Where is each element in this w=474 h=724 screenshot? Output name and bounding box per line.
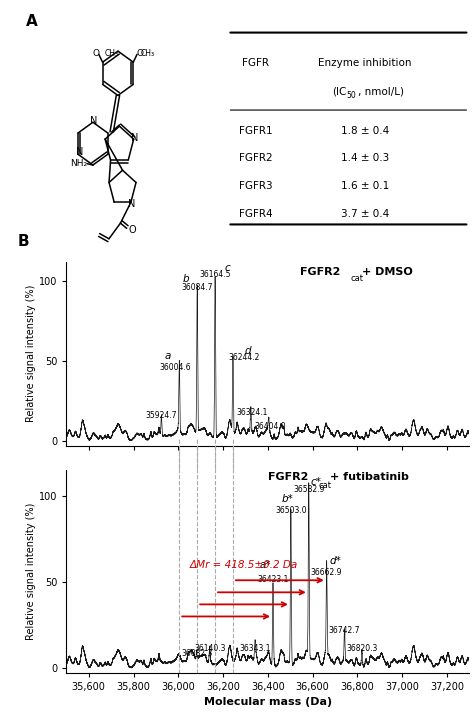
Text: a*: a* xyxy=(260,560,272,570)
Text: 35924.7: 35924.7 xyxy=(146,411,177,420)
Text: 1.6 ± 0.1: 1.6 ± 0.1 xyxy=(341,181,389,191)
Text: B: B xyxy=(18,234,30,249)
Text: 36662.9: 36662.9 xyxy=(311,568,342,577)
Text: FGFR4: FGFR4 xyxy=(239,209,273,219)
Text: 1.4 ± 0.3: 1.4 ± 0.3 xyxy=(341,153,389,164)
Text: O: O xyxy=(137,49,144,57)
Text: CH₃: CH₃ xyxy=(105,49,119,57)
Text: d: d xyxy=(244,346,251,356)
Text: N: N xyxy=(128,198,136,209)
Text: ΔMr = 418.5±0.2 Da: ΔMr = 418.5±0.2 Da xyxy=(190,560,298,570)
Text: 36582.9: 36582.9 xyxy=(293,485,324,494)
Text: FGFR2: FGFR2 xyxy=(268,472,308,482)
Text: + futibatinib: + futibatinib xyxy=(330,472,409,482)
X-axis label: Molecular mass (Da): Molecular mass (Da) xyxy=(204,696,332,707)
Text: Enzyme inhibition: Enzyme inhibition xyxy=(318,58,412,68)
Text: FGFR: FGFR xyxy=(243,58,269,68)
Text: CH₃: CH₃ xyxy=(141,49,155,57)
Text: 36343.1: 36343.1 xyxy=(239,644,271,652)
Text: O: O xyxy=(92,49,100,57)
Text: c: c xyxy=(225,263,230,273)
Text: , nmol/L): , nmol/L) xyxy=(358,87,404,97)
Text: 36503.0: 36503.0 xyxy=(275,506,307,515)
Text: O: O xyxy=(129,224,137,235)
Text: cat: cat xyxy=(350,274,364,284)
Text: 36244.2: 36244.2 xyxy=(228,353,260,363)
Text: A: A xyxy=(26,14,38,30)
Text: 36084.7: 36084.7 xyxy=(182,283,213,292)
Text: a: a xyxy=(165,351,171,361)
Text: 50: 50 xyxy=(346,90,356,99)
Text: 36423.1: 36423.1 xyxy=(257,575,289,584)
Text: 36140.3: 36140.3 xyxy=(194,644,226,652)
Text: b: b xyxy=(183,274,189,284)
Text: 36082.3: 36082.3 xyxy=(181,649,212,658)
Y-axis label: Relative signal intensity (%): Relative signal intensity (%) xyxy=(26,285,36,422)
Text: + DMSO: + DMSO xyxy=(363,267,413,277)
Text: 36164.5: 36164.5 xyxy=(200,270,231,279)
Text: N: N xyxy=(76,147,84,157)
Text: N: N xyxy=(131,132,138,143)
Text: 36324.1: 36324.1 xyxy=(236,408,268,417)
Text: FGFR3: FGFR3 xyxy=(239,181,273,191)
Y-axis label: Relative signal intensity (%): Relative signal intensity (%) xyxy=(26,503,36,640)
Text: c*: c* xyxy=(310,477,321,487)
Text: 36404.0: 36404.0 xyxy=(254,422,286,432)
Text: FGFR2: FGFR2 xyxy=(300,267,340,277)
Text: FGFR2: FGFR2 xyxy=(239,153,273,164)
Text: cat: cat xyxy=(318,481,331,490)
Text: b*: b* xyxy=(282,494,294,505)
Text: 1.8 ± 0.4: 1.8 ± 0.4 xyxy=(341,126,389,136)
Text: NH₂: NH₂ xyxy=(71,159,88,168)
Text: 36004.6: 36004.6 xyxy=(159,363,191,372)
Text: N: N xyxy=(90,116,98,126)
Text: FGFR1: FGFR1 xyxy=(239,126,273,136)
Text: 3.7 ± 0.4: 3.7 ± 0.4 xyxy=(341,209,389,219)
Text: 36820.3: 36820.3 xyxy=(346,644,378,652)
Text: d*: d* xyxy=(329,557,341,566)
Text: (IC: (IC xyxy=(332,87,346,97)
Text: 36742.7: 36742.7 xyxy=(329,626,360,636)
